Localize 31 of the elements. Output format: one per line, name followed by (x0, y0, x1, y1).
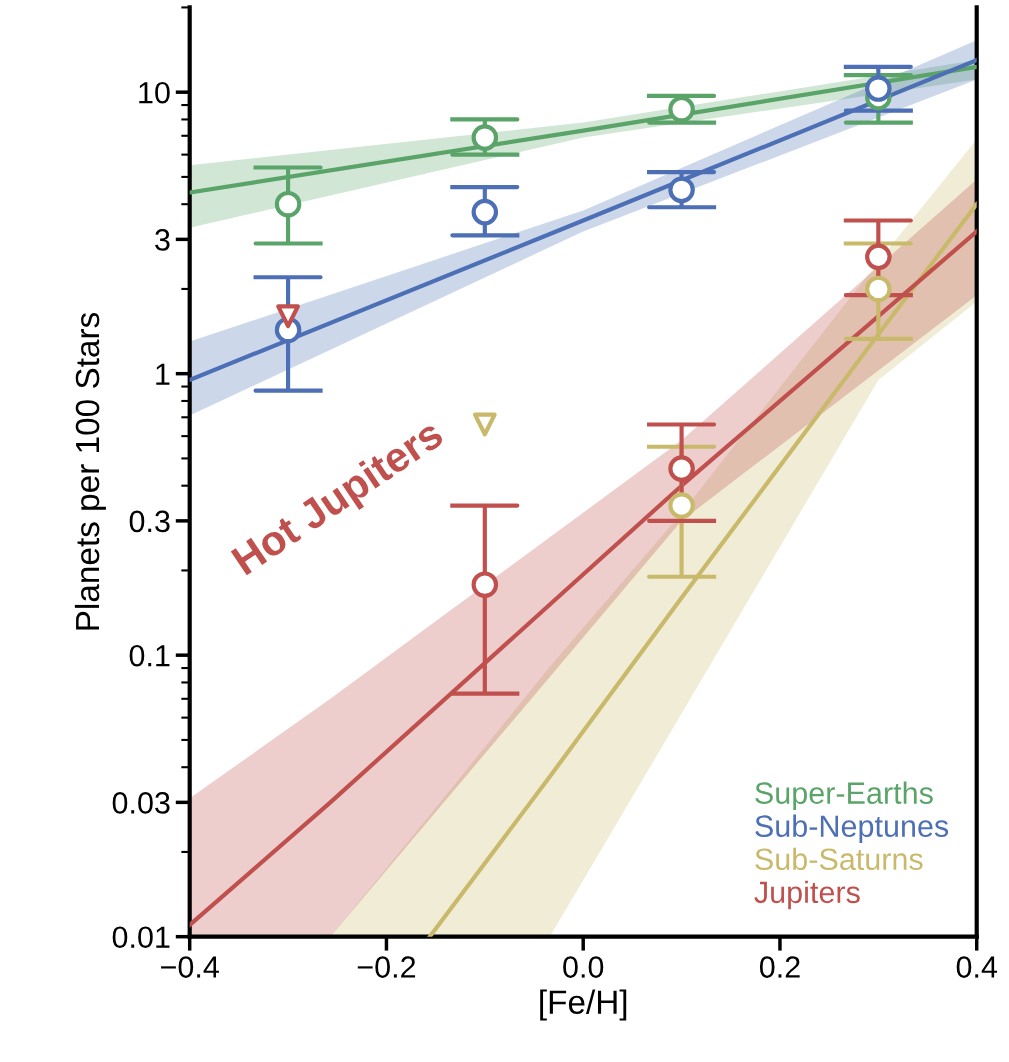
point (471, 198, 499, 226)
point (471, 571, 499, 598)
x-tick-label: −0.2 (357, 956, 416, 978)
point (668, 95, 695, 123)
text: Sub-Neptunes (755, 814, 949, 844)
text: Jupiters (754, 880, 860, 910)
text: Super-Earths (755, 781, 933, 810)
text: Sub-Saturns (755, 847, 923, 871)
y-tick-label: 0.03 (112, 792, 170, 814)
x-axis-title: [Fe/H] (540, 989, 627, 1021)
point (865, 75, 892, 102)
x-tick-label: 0.2 (759, 956, 800, 978)
y-tick-label: 0.1 (129, 644, 170, 667)
point (276, 304, 300, 329)
y-tick-label: 10 (139, 81, 170, 104)
x-tick-label: −0.4 (161, 956, 219, 978)
x-tick-label: 0.4 (956, 956, 998, 978)
y-tick-label: 0.01 (112, 926, 170, 949)
point (668, 176, 695, 204)
point (471, 124, 499, 151)
point (668, 455, 695, 482)
y-tick-label: 1 (156, 363, 170, 385)
y-axis-title: Planets per 100 Stars (74, 312, 106, 630)
point (668, 492, 695, 519)
y-tick-label: 3 (155, 229, 170, 251)
point (865, 243, 892, 271)
point (472, 412, 497, 437)
point (865, 275, 892, 303)
x-tick-label: 0.0 (563, 956, 604, 978)
point (274, 190, 302, 218)
y-tick-label: 0.3 (129, 510, 170, 533)
